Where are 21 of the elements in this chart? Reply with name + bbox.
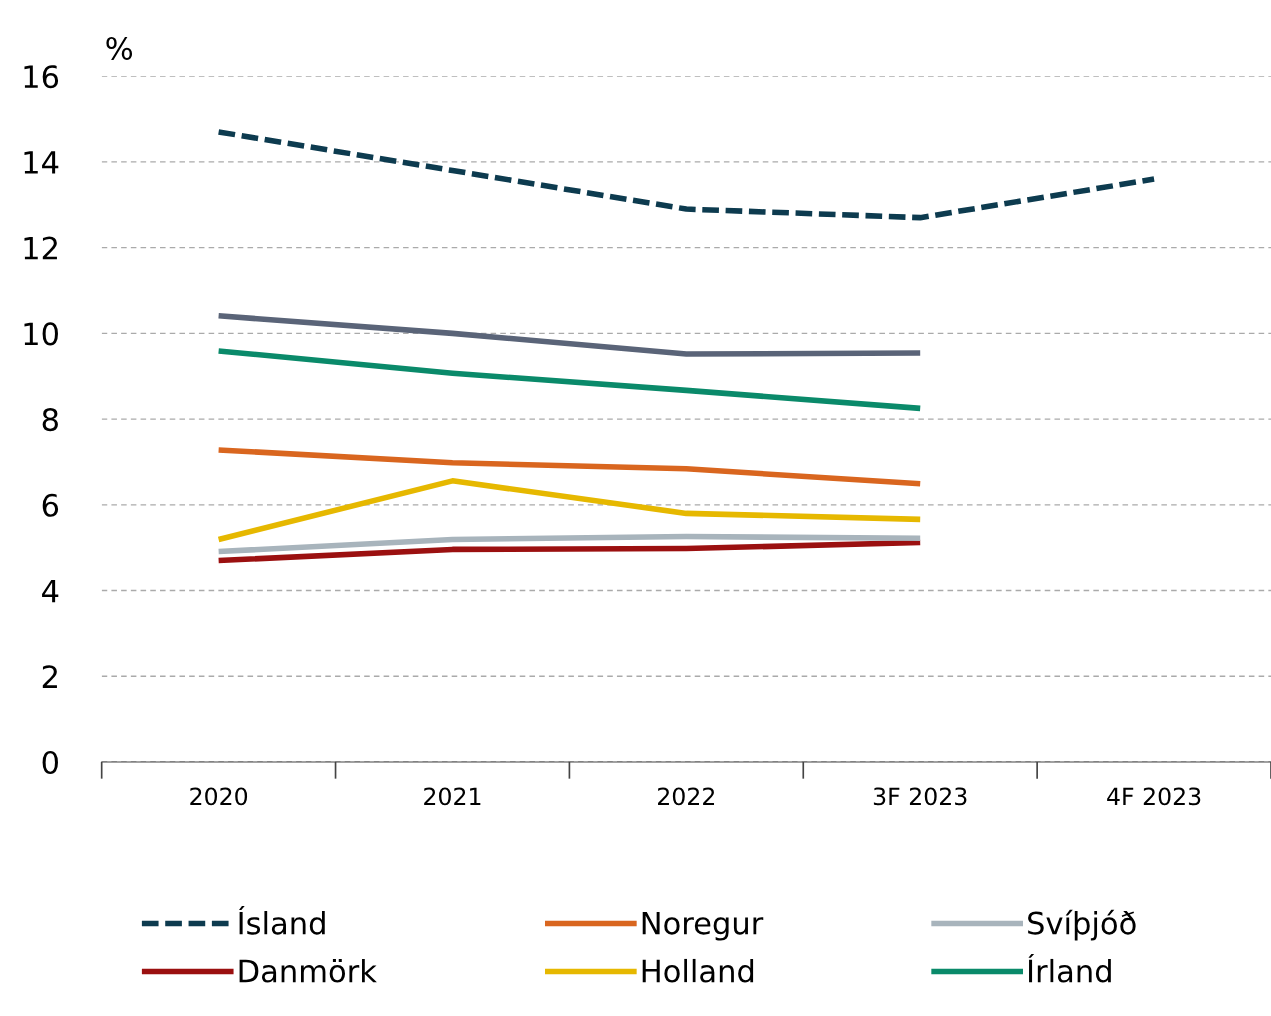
y-tick-label: 12 bbox=[24, 236, 57, 260]
y-tick-label: 16 bbox=[24, 65, 59, 89]
x-tick-label: 2022 bbox=[658, 787, 715, 806]
y-tick-label: 2 bbox=[42, 665, 57, 688]
y-tick-label: 8 bbox=[42, 408, 58, 432]
x-tick-label: 2020 bbox=[190, 787, 248, 806]
y-tick-label: 10 bbox=[24, 322, 58, 346]
legend-label: Svíþjóð bbox=[1028, 909, 1136, 941]
y-tick-label: 4 bbox=[42, 579, 59, 603]
legend-label: Írland bbox=[1028, 953, 1111, 983]
x-tick-label: 4F 2023 bbox=[1107, 787, 1201, 806]
y-axis-title: % bbox=[106, 36, 133, 60]
legend-label: Danmörk bbox=[239, 958, 377, 983]
y-tick-label: 14 bbox=[24, 151, 59, 174]
legend-label: Noregur bbox=[642, 911, 764, 941]
x-tick-label: 3F 2023 bbox=[873, 787, 967, 806]
y-tick-label: 6 bbox=[42, 493, 59, 517]
x-tick-label: 2021 bbox=[424, 787, 481, 806]
legend-label: Ísland bbox=[239, 905, 325, 935]
legend-label: Holland bbox=[642, 958, 754, 983]
y-tick-label: 0 bbox=[42, 750, 58, 775]
